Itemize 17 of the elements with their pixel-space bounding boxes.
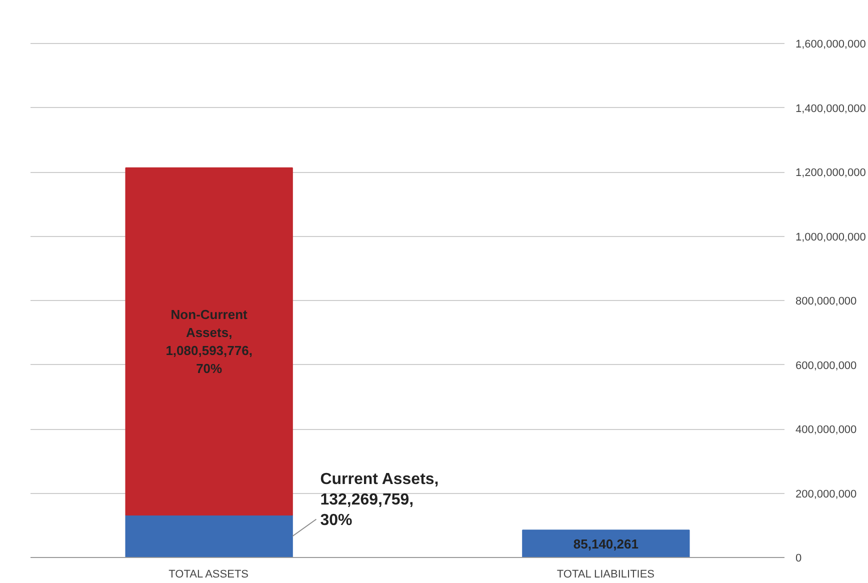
y-tick-label: 1,200,000,000	[796, 167, 866, 180]
bar	[522, 530, 690, 558]
y-tick-label: 1,600,000,000	[796, 38, 866, 51]
x-tick-label: TOTAL LIABILITIES	[556, 568, 655, 580]
x-tick-label: TOTAL ASSETS	[168, 568, 249, 580]
y-tick-label: 1,400,000,000	[796, 102, 866, 115]
y-tick-label: 600,000,000	[796, 360, 857, 372]
data-label: Non-Current Assets, 1,080,593,776, 70%	[166, 306, 252, 376]
data-label: Current Assets, 132,269,759, 30%	[320, 471, 439, 530]
bar	[125, 167, 293, 516]
y-tick-label: 400,000,000	[796, 424, 857, 436]
data-label: 85,140,261	[573, 536, 638, 552]
y-tick-label: 1,000,000,000	[796, 231, 866, 244]
y-tick-label: 200,000,000	[796, 488, 857, 500]
y-tick-label: 0	[796, 552, 802, 564]
y-tick-label: 800,000,000	[796, 296, 857, 308]
bar	[125, 514, 293, 558]
